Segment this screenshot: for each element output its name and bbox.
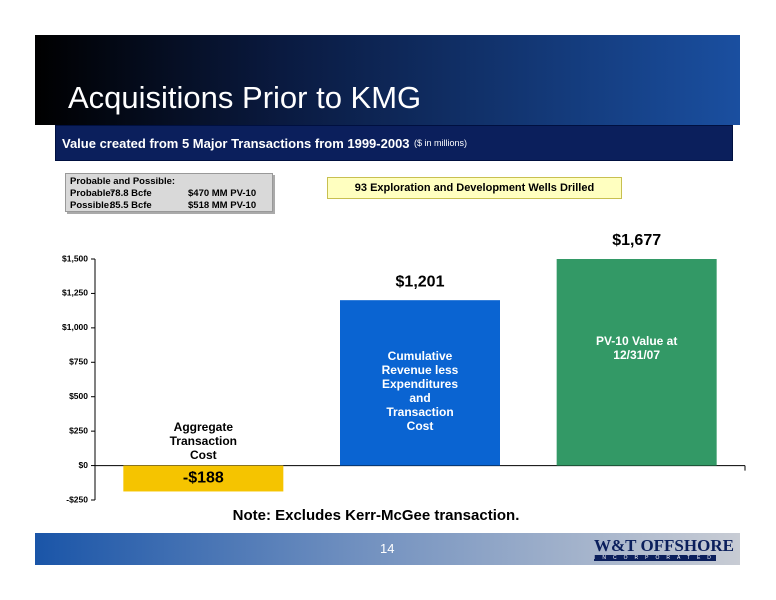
value-label: $1,677 <box>612 232 661 249</box>
value-label: $1,201 <box>396 273 445 290</box>
reserves-heading: Probable and Possible: <box>70 176 176 187</box>
value-label: -$188 <box>183 470 224 487</box>
reserves-cell: Possible: <box>70 200 113 211</box>
subtitle: Value created from 5 Major Transactions … <box>62 135 410 151</box>
reserves-box: Probable and Possible: Probable: 78.8 Bcf… <box>65 173 273 212</box>
category-label: PV-10 Value at 12/31/07 <box>595 334 678 362</box>
reserves-cell: Probable: <box>70 188 114 199</box>
y-tick-label: $1,000 <box>62 322 88 332</box>
reserves-cell: 85.5 Bcfe <box>110 200 152 211</box>
subtitle-band: Value created from 5 Major Transactions … <box>55 125 733 161</box>
y-tick-label: $250 <box>69 425 88 435</box>
y-tick-label: $0 <box>79 460 89 470</box>
callout: 93 Exploration and Development Wells Dri… <box>327 177 622 199</box>
y-tick-label: $1,250 <box>62 288 88 298</box>
page-number: 14 <box>380 541 395 556</box>
y-tick-label: $500 <box>69 391 88 401</box>
y-tick-label: -$250 <box>66 494 88 504</box>
y-tick-label: $750 <box>69 357 88 367</box>
reserves-cell: 78.8 Bcfe <box>110 188 152 199</box>
subtitle-note: ($ in millions) <box>414 138 468 148</box>
bars <box>123 259 717 492</box>
bar <box>340 300 500 466</box>
bar <box>556 259 717 466</box>
y-tick-label: $1,500 <box>62 253 88 263</box>
logo: W&T OFFSHORE <box>594 536 734 555</box>
slide-title: Acquisitions Prior to KMG <box>68 80 422 115</box>
category-label: Aggregate Transaction Cost <box>169 419 237 462</box>
reserves-row: Possible: 85.5 Bcfe $518 MM PV-10 <box>70 200 268 212</box>
category-label: Cumulative Revenue less Expenditures and… <box>381 349 459 434</box>
reserves-row: Probable: 78.8 Bcfe $470 MM PV-10 <box>70 188 268 200</box>
note: Note: Excludes Kerr-McGee transaction. <box>232 507 520 524</box>
bar <box>123 465 284 492</box>
logo-sub: INCORPORATED <box>594 555 718 561</box>
reserves-cell: $518 MM PV-10 <box>188 200 257 211</box>
reserves-cell: $470 MM PV-10 <box>188 188 257 199</box>
header-band <box>35 35 740 125</box>
